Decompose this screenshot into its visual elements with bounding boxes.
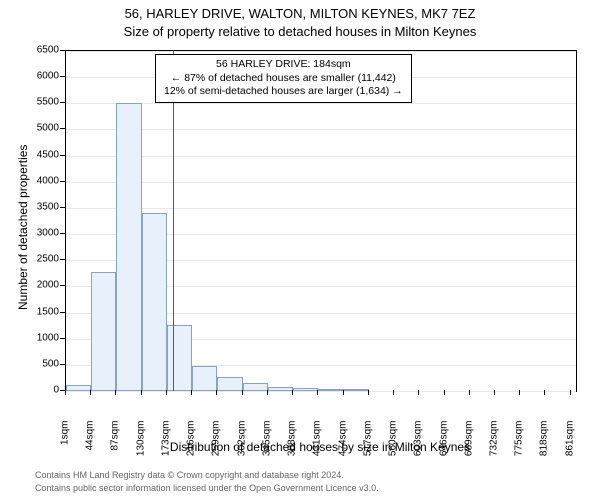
x-tick-label: 216sqm bbox=[186, 421, 197, 461]
y-tick-mark bbox=[60, 312, 65, 313]
x-tick-label: 173sqm bbox=[160, 421, 171, 461]
y-tick-mark bbox=[60, 50, 65, 51]
x-tick-label: 431sqm bbox=[312, 421, 323, 461]
y-tick-label: 4000 bbox=[25, 175, 59, 186]
y-tick-label: 4500 bbox=[25, 149, 59, 160]
y-tick-label: 2000 bbox=[25, 280, 59, 291]
x-tick-mark bbox=[292, 390, 293, 395]
histogram-bar bbox=[293, 388, 318, 391]
y-tick-mark bbox=[60, 207, 65, 208]
x-tick-mark bbox=[65, 390, 66, 395]
x-tick-mark bbox=[166, 390, 167, 395]
histogram-bar bbox=[192, 366, 217, 391]
histogram-bar bbox=[318, 389, 343, 391]
x-tick-label: 861sqm bbox=[564, 421, 575, 461]
page-title-line2: Size of property relative to detached ho… bbox=[0, 24, 600, 39]
histogram-bar bbox=[91, 272, 116, 391]
x-tick-mark bbox=[317, 390, 318, 395]
annotation-line: 56 HARLEY DRIVE: 184sqm bbox=[164, 58, 403, 72]
y-tick-label: 1000 bbox=[25, 332, 59, 343]
y-tick-label: 2500 bbox=[25, 254, 59, 265]
x-tick-mark bbox=[90, 390, 91, 395]
x-tick-label: 1sqm bbox=[60, 421, 71, 461]
histogram-bar bbox=[344, 389, 369, 391]
x-tick-label: 560sqm bbox=[388, 421, 399, 461]
grid-line bbox=[66, 156, 576, 157]
grid-line bbox=[66, 51, 576, 52]
y-tick-mark bbox=[60, 259, 65, 260]
x-tick-label: 646sqm bbox=[438, 421, 449, 461]
x-tick-mark bbox=[368, 390, 369, 395]
histogram-bar bbox=[142, 213, 167, 391]
histogram-bar bbox=[116, 103, 141, 391]
x-tick-label: 474sqm bbox=[337, 421, 348, 461]
y-tick-mark bbox=[60, 102, 65, 103]
x-tick-mark bbox=[115, 390, 116, 395]
x-tick-label: 44sqm bbox=[85, 421, 96, 461]
x-tick-mark bbox=[267, 390, 268, 395]
x-tick-label: 302sqm bbox=[236, 421, 247, 461]
y-tick-mark bbox=[60, 76, 65, 77]
grid-line bbox=[66, 103, 576, 104]
x-tick-mark bbox=[242, 390, 243, 395]
x-tick-mark bbox=[519, 390, 520, 395]
x-tick-label: 732sqm bbox=[489, 421, 500, 461]
x-tick-mark bbox=[494, 390, 495, 395]
grid-line bbox=[66, 391, 576, 392]
x-tick-label: 517sqm bbox=[362, 421, 373, 461]
x-tick-mark bbox=[469, 390, 470, 395]
y-tick-label: 5000 bbox=[25, 123, 59, 134]
x-tick-label: 689sqm bbox=[463, 421, 474, 461]
x-tick-label: 818sqm bbox=[539, 421, 550, 461]
x-tick-label: 259sqm bbox=[211, 421, 222, 461]
x-tick-mark bbox=[141, 390, 142, 395]
histogram-bar bbox=[167, 325, 192, 391]
histogram-bar bbox=[243, 383, 268, 391]
y-tick-label: 1500 bbox=[25, 306, 59, 317]
histogram-bar bbox=[66, 385, 91, 391]
y-tick-label: 0 bbox=[25, 385, 59, 396]
x-tick-mark bbox=[544, 390, 545, 395]
y-tick-label: 3000 bbox=[25, 228, 59, 239]
x-tick-mark bbox=[191, 390, 192, 395]
annotation-box: 56 HARLEY DRIVE: 184sqm← 87% of detached… bbox=[155, 54, 412, 103]
y-tick-mark bbox=[60, 128, 65, 129]
annotation-line: 12% of semi-detached houses are larger (… bbox=[164, 85, 403, 99]
histogram-bar bbox=[268, 387, 293, 391]
x-tick-mark bbox=[216, 390, 217, 395]
x-tick-label: 388sqm bbox=[287, 421, 298, 461]
x-tick-mark bbox=[393, 390, 394, 395]
y-tick-mark bbox=[60, 181, 65, 182]
x-tick-mark bbox=[343, 390, 344, 395]
footer-line2: Contains public sector information licen… bbox=[35, 483, 379, 493]
y-tick-mark bbox=[60, 285, 65, 286]
y-tick-label: 5500 bbox=[25, 97, 59, 108]
x-tick-label: 775sqm bbox=[514, 421, 525, 461]
annotation-line: ← 87% of detached houses are smaller (11… bbox=[164, 72, 403, 86]
x-tick-mark bbox=[444, 390, 445, 395]
footer-line1: Contains HM Land Registry data © Crown c… bbox=[35, 470, 344, 480]
grid-line bbox=[66, 129, 576, 130]
y-tick-mark bbox=[60, 155, 65, 156]
chart-root: 56, HARLEY DRIVE, WALTON, MILTON KEYNES,… bbox=[0, 0, 600, 500]
x-tick-mark bbox=[418, 390, 419, 395]
y-tick-mark bbox=[60, 233, 65, 234]
y-tick-label: 6000 bbox=[25, 71, 59, 82]
y-tick-label: 6500 bbox=[25, 45, 59, 56]
page-title-line1: 56, HARLEY DRIVE, WALTON, MILTON KEYNES,… bbox=[0, 6, 600, 21]
x-tick-label: 87sqm bbox=[110, 421, 121, 461]
y-tick-mark bbox=[60, 338, 65, 339]
x-tick-label: 130sqm bbox=[135, 421, 146, 461]
x-tick-label: 603sqm bbox=[413, 421, 424, 461]
grid-line bbox=[66, 182, 576, 183]
y-tick-mark bbox=[60, 364, 65, 365]
x-tick-mark bbox=[570, 390, 571, 395]
y-tick-label: 3500 bbox=[25, 201, 59, 212]
histogram-bar bbox=[217, 377, 242, 391]
grid-line bbox=[66, 208, 576, 209]
y-tick-label: 500 bbox=[25, 358, 59, 369]
x-tick-label: 345sqm bbox=[261, 421, 272, 461]
